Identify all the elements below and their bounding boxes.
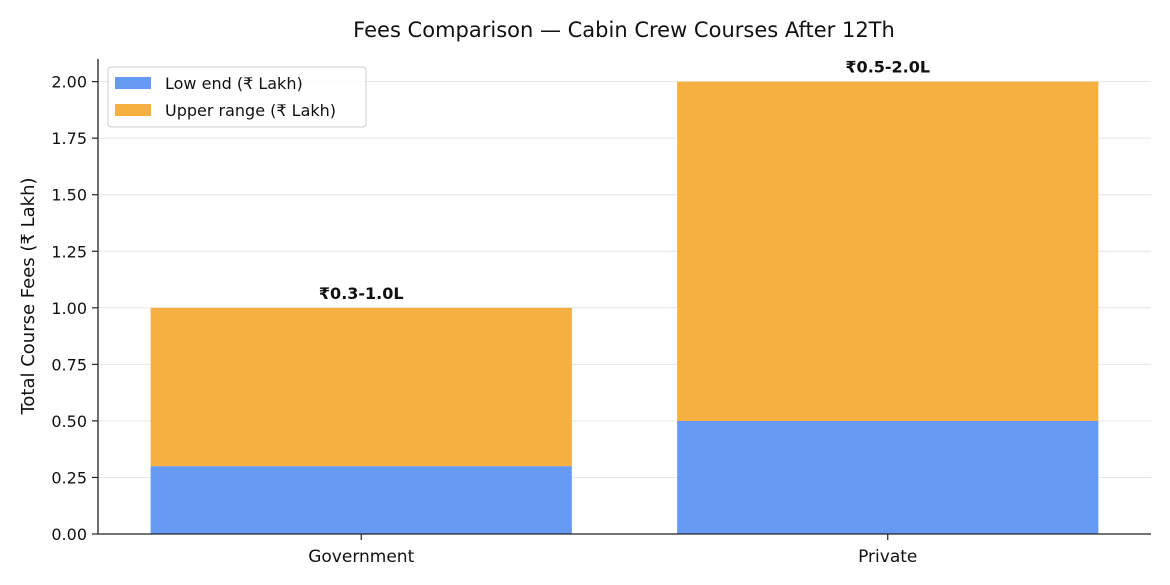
y-axis-title: Total Course Fees (₹ Lakh) bbox=[18, 177, 39, 415]
data-label-private: ₹0.5-2.0L bbox=[845, 58, 930, 77]
y-tick-label: 0.75 bbox=[51, 355, 87, 374]
x-axis-ticks: Government Private bbox=[308, 534, 917, 567]
y-tick-label: 2.00 bbox=[51, 73, 87, 92]
legend: Low end (₹ Lakh) Upper range (₹ Lakh) bbox=[107, 66, 367, 128]
bar-upper-range-government bbox=[150, 307, 572, 467]
legend-swatch-upper-range bbox=[115, 104, 151, 116]
y-tick-label: 1.50 bbox=[51, 186, 87, 205]
bar-low-end-private bbox=[677, 420, 1099, 534]
y-tick-label: 1.00 bbox=[51, 299, 87, 318]
y-axis-ticks: 0.00 0.25 0.50 0.75 1.00 1.25 1.50 1.75 2.00 bbox=[51, 73, 98, 544]
legend-box bbox=[107, 66, 367, 128]
legend-label-low-end: Low end (₹ Lakh) bbox=[165, 74, 303, 93]
bars bbox=[150, 81, 1099, 534]
y-tick-label: 0.00 bbox=[51, 525, 87, 544]
chart-title: Fees Comparison — Cabin Crew Courses Aft… bbox=[353, 18, 895, 42]
data-label-government: ₹0.3-1.0L bbox=[319, 284, 404, 303]
y-tick-label: 0.25 bbox=[51, 468, 87, 487]
bar-upper-range-private bbox=[677, 81, 1099, 421]
y-tick-label: 0.50 bbox=[51, 412, 87, 431]
y-tick-label: 1.75 bbox=[51, 129, 87, 148]
data-labels: ₹0.3-1.0L ₹0.5-2.0L bbox=[319, 58, 930, 303]
x-tick-label-government: Government bbox=[308, 547, 414, 567]
x-tick-label-private: Private bbox=[858, 547, 917, 567]
y-tick-label: 1.25 bbox=[51, 242, 87, 261]
bar-low-end-government bbox=[150, 466, 572, 534]
legend-swatch-low-end bbox=[115, 77, 151, 89]
legend-label-upper-range: Upper range (₹ Lakh) bbox=[165, 101, 336, 120]
